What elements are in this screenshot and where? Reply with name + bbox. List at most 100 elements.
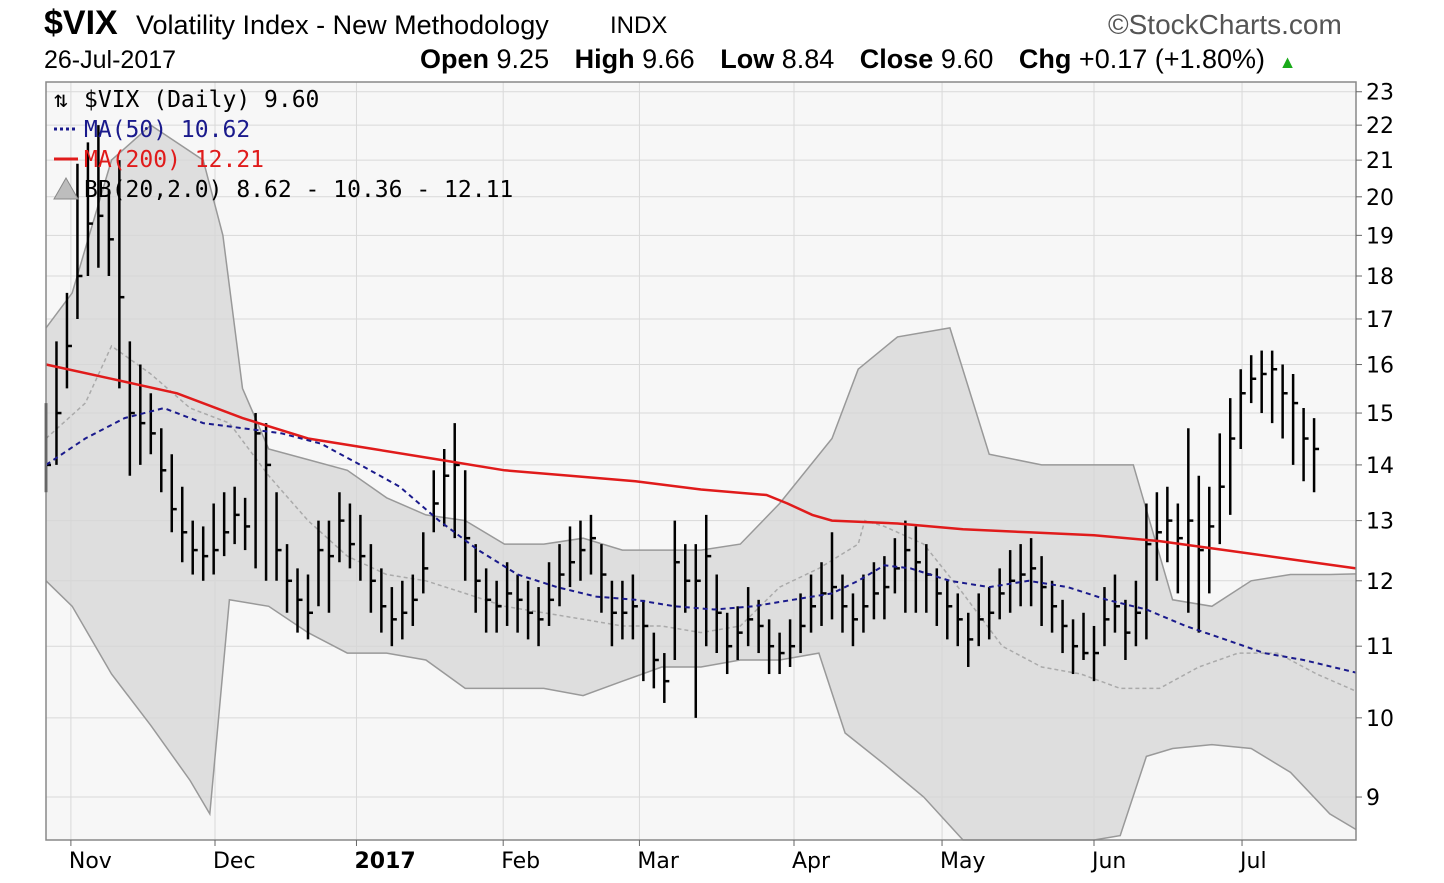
ohlc-bar (956, 593, 963, 647)
ohlc-bar (757, 599, 764, 654)
ohlc-bar (222, 492, 230, 557)
high-value: 9.66 (642, 44, 695, 74)
ohlc-bar (1187, 428, 1194, 613)
ohlc-bar (987, 587, 995, 640)
bollinger-band (46, 125, 1356, 840)
ohlc-bar (736, 606, 743, 660)
ohlc-bar (1134, 580, 1141, 647)
ohlc-bar (65, 292, 72, 389)
ohlc-bar (526, 580, 534, 640)
ma50-line (45, 407, 1357, 674)
y-axis: 9 10 11 12 13 14 15 16 17 18 19 20 21 22 23 (1356, 81, 1394, 811)
ohlc-bar (1291, 373, 1299, 465)
ohlc-bar (139, 364, 146, 465)
ohlc-bar (1239, 369, 1246, 449)
price-bar-icon: ⇅ (54, 87, 68, 113)
ohlc-bar (1176, 503, 1183, 594)
ohlc-bar (1103, 587, 1110, 647)
y-tick-label: 17 (1366, 308, 1394, 333)
up-triangle-icon: ▲ (1278, 52, 1297, 72)
bollinger-middle-line (45, 344, 1357, 692)
x-tick-label: Jun (1090, 849, 1126, 874)
close-value: 9.60 (940, 44, 994, 74)
ohlc-bar (369, 544, 376, 613)
ohlc-bar (977, 593, 984, 647)
ohlc-bar (746, 587, 754, 647)
ohlc-bar (180, 486, 188, 563)
ohlc-bar (411, 574, 418, 626)
y-tick-label: 18 (1366, 265, 1394, 290)
ohlc-bar (631, 574, 638, 640)
ohlc-bar (264, 423, 272, 581)
ohlc-bar (1145, 503, 1152, 640)
legend-ma50: MA(50) 10.62 (54, 117, 250, 143)
ohlc-bar (715, 574, 722, 654)
ohlc-bar (851, 593, 858, 647)
ohlc-bar (788, 619, 796, 667)
close-label: Close (859, 44, 934, 74)
ohlc-bar (778, 632, 785, 675)
grid (46, 82, 1356, 840)
x-tick-label: Feb (501, 849, 540, 874)
ohlc-bar (799, 593, 806, 654)
ma200-line (45, 363, 1357, 570)
quote-date: 26-Jul-2017 (44, 46, 177, 74)
ohlc-bar (537, 587, 544, 647)
ohlc-bar (1008, 550, 1016, 613)
ohlc-bar (1082, 612, 1089, 660)
ohlc-bar (317, 520, 324, 607)
symbol-title: $VIX (44, 4, 118, 42)
instrument-name: Volatility Index - New Methodology (136, 10, 549, 40)
ohlc-bar (610, 580, 617, 647)
ohlc-bar (285, 544, 293, 613)
stockcharts-logo[interactable]: ©StockCharts.com (1108, 9, 1342, 40)
ohlc-bar (1197, 475, 1204, 633)
high-label: High (574, 44, 635, 74)
ohlc-bar (725, 612, 733, 675)
ohlc-bar (589, 514, 596, 575)
x-tick-label: Nov (69, 849, 112, 874)
exchange-label: INDX (610, 12, 668, 39)
legend: ⇅ $VIX (Daily) 9.60 MA(50) 10.62 MA(200)… (53, 87, 513, 203)
ohlc-bar (998, 568, 1005, 620)
ohlc-bar (55, 341, 62, 465)
x-tick-label: May (940, 849, 985, 874)
ohlc-bar (254, 413, 261, 569)
y-tick-label: 12 (1366, 570, 1394, 595)
ohlc-bar (1029, 538, 1037, 607)
ohlc-bar (704, 514, 712, 647)
ohlc-bar (1019, 544, 1026, 607)
y-tick-label: 16 (1366, 354, 1394, 379)
legend-price-label: $VIX (Daily) 9.60 (84, 87, 319, 113)
legend-ma50-label: MA(50) 10.62 (84, 117, 250, 143)
ohlc-bar (212, 503, 219, 575)
legend-ma200-label: MA(200) 12.21 (84, 147, 264, 173)
ohlc-bar (275, 492, 282, 581)
x-tick-label: Apr (792, 849, 831, 874)
ohlc-bar (306, 574, 313, 640)
ohlc-bar (1113, 574, 1120, 633)
change-label: Chg (1018, 44, 1072, 74)
ohlc-bar (642, 599, 649, 682)
ohlc-bar (1260, 350, 1267, 414)
ohlc-bar (621, 580, 628, 640)
ohlc-bar (495, 580, 502, 633)
ohlc-bar (1302, 408, 1309, 482)
low-label: Low (720, 44, 775, 74)
ohlc-bar (97, 125, 104, 268)
ohlc-bar (1155, 492, 1162, 581)
ohlc-bar (243, 497, 251, 551)
x-axis: Nov Dec 2017 Feb Mar Apr May Jun Jul (69, 840, 1267, 874)
bollinger-lower-line (45, 580, 1357, 841)
ohlc-bar (904, 520, 911, 613)
y-tick-label: 15 (1366, 402, 1394, 427)
ohlc-bar (201, 526, 209, 581)
ohlc-bar (484, 568, 492, 633)
ohlc-bar (474, 544, 481, 613)
y-tick-label: 21 (1366, 149, 1394, 174)
ohlc-bar (862, 574, 869, 633)
ohlc-bar (568, 526, 575, 588)
ohlc-bar (1071, 619, 1079, 675)
ohlc-bar (149, 393, 156, 455)
